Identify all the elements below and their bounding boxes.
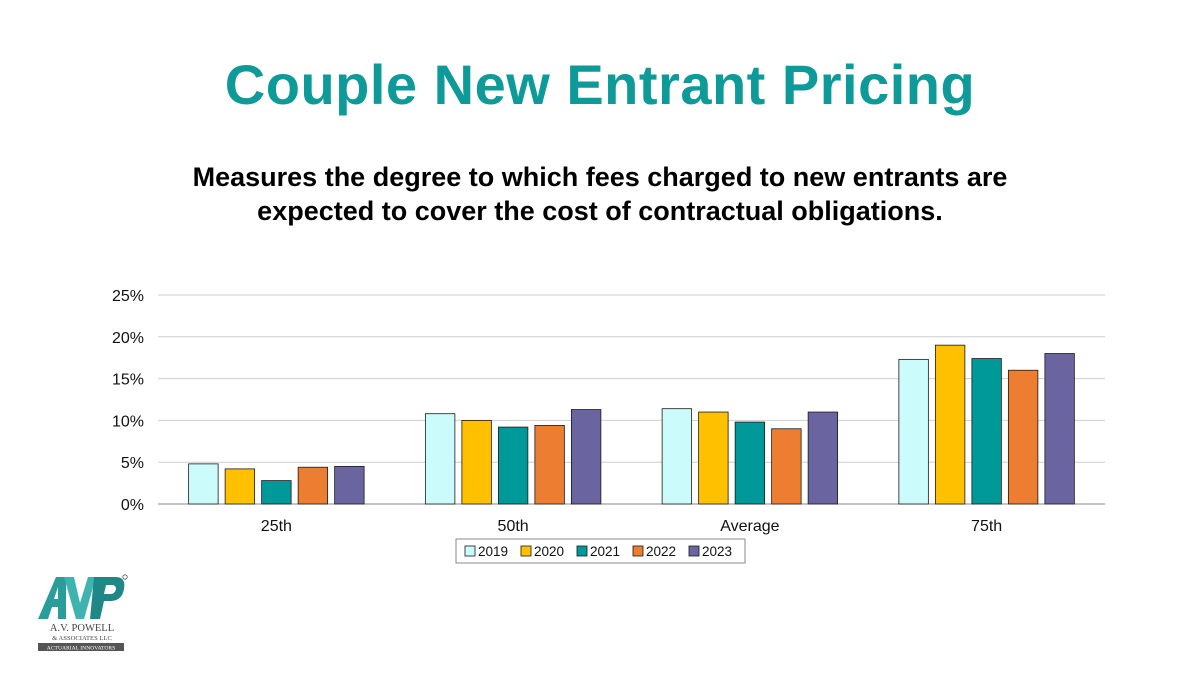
- bar-2022-average: [771, 428, 802, 505]
- x-tick-label: 75th: [971, 518, 1002, 535]
- x-axis-ticks: 25th 50th Average 75th: [261, 518, 1002, 535]
- bar-2022-75th: [1007, 369, 1039, 505]
- slide-title: Couple New Entrant Pricing: [224, 53, 976, 116]
- company-logo: A.V. POWELL & ASSOCIATES LLC ACTUARIAL I…: [36, 573, 128, 655]
- legend-swatch-2020: [520, 545, 532, 557]
- logo-text-line1: A.V. POWELL: [50, 623, 114, 634]
- slide-subtitle: Measures the degree to which fees charge…: [100, 160, 1100, 228]
- bar-2020-50th: [461, 419, 492, 505]
- legend-swatch-2022: [632, 545, 644, 557]
- legend-label-2022: 2022: [646, 544, 676, 559]
- legend-swatch-2023: [688, 545, 700, 557]
- y-tick-label: 10%: [112, 413, 144, 430]
- x-tick-label: 50th: [498, 518, 529, 535]
- legend-label-2023: 2023: [702, 544, 732, 559]
- y-axis-ticks: 0% 5% 10% 15% 20% 25%: [112, 288, 144, 514]
- legend-swatch-2021: [576, 545, 588, 557]
- bar-2023-50th: [570, 409, 602, 505]
- bar-2021-average: [734, 421, 766, 505]
- subtitle-line-2: expected to cover the cost of contractua…: [257, 196, 943, 226]
- bar-2023-25th: [334, 465, 365, 505]
- legend-swatch-2019: [464, 545, 476, 557]
- bar-2019-average: [661, 408, 693, 505]
- bar-2022-50th: [534, 425, 565, 505]
- x-tick-label: 25th: [261, 518, 292, 535]
- legend-label-2021: 2021: [590, 544, 620, 559]
- x-tick-label: Average: [720, 518, 779, 535]
- y-tick-label: 25%: [112, 288, 144, 305]
- y-tick-label: 15%: [112, 372, 144, 389]
- bar-2020-75th: [934, 344, 966, 505]
- legend-label-2019: 2019: [478, 544, 508, 559]
- y-tick-label: 5%: [121, 455, 144, 472]
- bar-2023-75th: [1044, 353, 1075, 505]
- y-tick-label: 0%: [121, 497, 144, 514]
- legend: 2019 2020 2021 2022 2023: [455, 538, 746, 564]
- legend-label-2020: 2020: [534, 544, 564, 559]
- logo-mark-icon: [38, 574, 128, 619]
- bar-2021-25th: [261, 480, 292, 505]
- bar-2020-25th: [224, 468, 256, 505]
- bar-2023-average: [807, 411, 839, 505]
- y-tick-label: 20%: [112, 330, 144, 347]
- bar-2019-50th: [424, 413, 456, 505]
- subtitle-line-1: Measures the degree to which fees charge…: [192, 162, 1008, 192]
- bar-2020-average: [698, 411, 729, 505]
- bar-2019-25th: [188, 463, 219, 505]
- bars: [188, 344, 1075, 505]
- bar-2021-50th: [497, 426, 529, 505]
- logo-text-line2: & ASSOCIATES LLC: [52, 635, 112, 642]
- bar-2021-75th: [971, 358, 1002, 505]
- bar-2022-25th: [297, 466, 329, 505]
- bar-2019-75th: [898, 358, 929, 505]
- logo-text-line3: ACTUARIAL INNOVATORS: [47, 646, 115, 652]
